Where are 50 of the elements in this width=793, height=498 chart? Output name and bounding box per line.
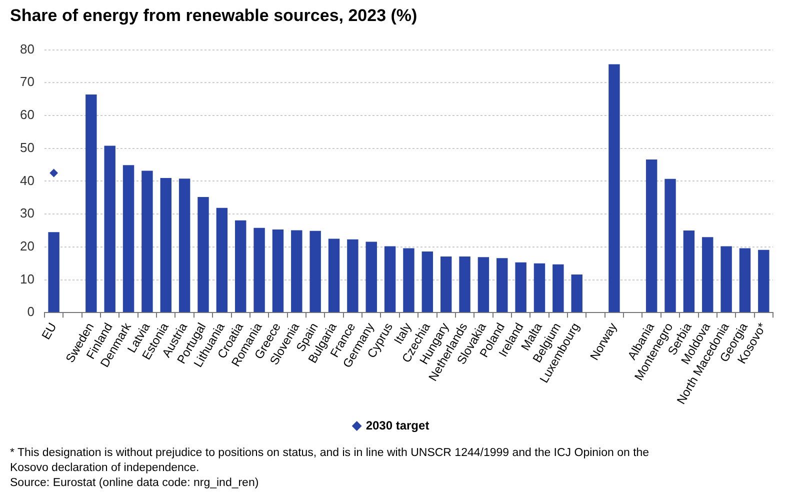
text: * This designation is without prejudice to positions on status, and is in line with UNSCR 1244/1999 and the ICJ Opinion on the Kosovo declaration of independence. [10, 446, 650, 476]
bar [739, 248, 751, 312]
chart-title: Share of energy from renewable sources, 2023 (%) [10, 6, 418, 26]
x-tick-label: EU [38, 320, 60, 342]
bar [571, 274, 582, 312]
y-tick-label: 0 [27, 304, 34, 320]
source-note: Source: Eurostat (online data code: nrg_ind_ren) [10, 476, 260, 491]
bar [310, 230, 321, 312]
bar [758, 250, 770, 312]
bar [384, 246, 396, 312]
y-tick-label: 40 [20, 172, 34, 188]
bar [235, 220, 246, 312]
bar [702, 237, 714, 312]
bar [534, 263, 546, 312]
bar [291, 230, 302, 312]
bar [646, 160, 658, 312]
bar [347, 239, 358, 312]
legend-label: 2030 target [366, 418, 430, 432]
bar [366, 242, 377, 312]
bar [552, 264, 564, 312]
bar [664, 178, 676, 312]
bar [328, 238, 340, 312]
bar [142, 170, 153, 312]
bar [198, 197, 209, 312]
bar [48, 232, 60, 312]
bar [720, 246, 732, 312]
bar [683, 230, 695, 312]
bar [440, 256, 452, 312]
y-tick-label: 20 [20, 238, 34, 254]
y-tick-label: 80 [20, 41, 34, 56]
bar [422, 252, 434, 312]
y-tick-label: 60 [20, 107, 34, 122]
bar [254, 228, 265, 312]
bar [608, 64, 620, 312]
bar [403, 248, 414, 312]
bar [216, 208, 228, 312]
bar [86, 94, 97, 312]
y-tick-label: 10 [20, 271, 34, 286]
bar [272, 230, 284, 312]
bar [496, 258, 508, 312]
bar [478, 257, 490, 312]
bar [459, 256, 470, 312]
bar [178, 178, 190, 312]
bar [122, 165, 134, 312]
y-tick-label: 30 [20, 206, 34, 221]
bar [515, 262, 526, 312]
bar [104, 146, 116, 312]
y-tick-label: 50 [20, 140, 34, 155]
y-tick-label: 70 [20, 74, 34, 90]
bar [160, 178, 172, 312]
